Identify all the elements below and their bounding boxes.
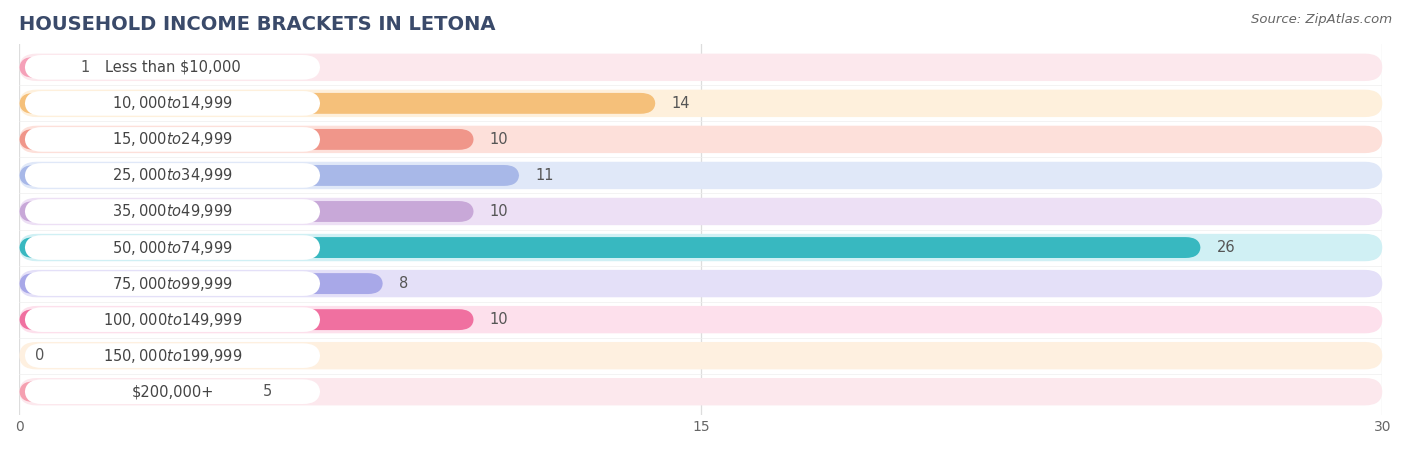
Text: 14: 14 [671,96,690,111]
Text: Source: ZipAtlas.com: Source: ZipAtlas.com [1251,13,1392,26]
FancyBboxPatch shape [20,309,474,330]
Text: $75,000 to $99,999: $75,000 to $99,999 [112,275,233,293]
Text: $50,000 to $74,999: $50,000 to $74,999 [112,238,233,256]
Text: 8: 8 [399,276,408,291]
FancyBboxPatch shape [25,343,321,368]
FancyBboxPatch shape [25,271,321,296]
Text: 1: 1 [80,60,90,75]
FancyBboxPatch shape [20,53,1382,81]
Text: $35,000 to $49,999: $35,000 to $49,999 [112,202,233,220]
Text: $25,000 to $34,999: $25,000 to $34,999 [112,167,233,185]
Text: 26: 26 [1216,240,1234,255]
FancyBboxPatch shape [25,91,321,116]
FancyBboxPatch shape [25,127,321,152]
Text: $15,000 to $24,999: $15,000 to $24,999 [112,130,233,149]
FancyBboxPatch shape [20,306,1382,333]
FancyBboxPatch shape [20,234,1382,261]
Text: 11: 11 [536,168,554,183]
Text: 0: 0 [35,348,45,363]
Text: $10,000 to $14,999: $10,000 to $14,999 [112,94,233,112]
Text: 10: 10 [489,312,508,327]
FancyBboxPatch shape [20,162,1382,189]
FancyBboxPatch shape [20,126,1382,153]
FancyBboxPatch shape [20,237,1201,258]
Text: 10: 10 [489,204,508,219]
FancyBboxPatch shape [25,163,321,188]
FancyBboxPatch shape [20,342,1382,370]
Text: Less than $10,000: Less than $10,000 [104,60,240,75]
FancyBboxPatch shape [20,273,382,294]
FancyBboxPatch shape [25,379,321,404]
FancyBboxPatch shape [20,270,1382,297]
FancyBboxPatch shape [20,198,1382,225]
Text: 5: 5 [263,384,271,399]
Text: 10: 10 [489,132,508,147]
FancyBboxPatch shape [20,381,246,402]
Text: $150,000 to $199,999: $150,000 to $199,999 [103,347,242,365]
FancyBboxPatch shape [20,378,1382,405]
FancyBboxPatch shape [25,199,321,224]
FancyBboxPatch shape [20,90,1382,117]
FancyBboxPatch shape [20,57,65,78]
FancyBboxPatch shape [20,129,474,150]
FancyBboxPatch shape [20,165,519,186]
Text: HOUSEHOLD INCOME BRACKETS IN LETONA: HOUSEHOLD INCOME BRACKETS IN LETONA [20,15,496,34]
FancyBboxPatch shape [25,55,321,79]
FancyBboxPatch shape [25,307,321,332]
Text: $100,000 to $149,999: $100,000 to $149,999 [103,311,242,329]
FancyBboxPatch shape [20,93,655,114]
FancyBboxPatch shape [20,201,474,222]
FancyBboxPatch shape [25,235,321,260]
Text: $200,000+: $200,000+ [131,384,214,399]
